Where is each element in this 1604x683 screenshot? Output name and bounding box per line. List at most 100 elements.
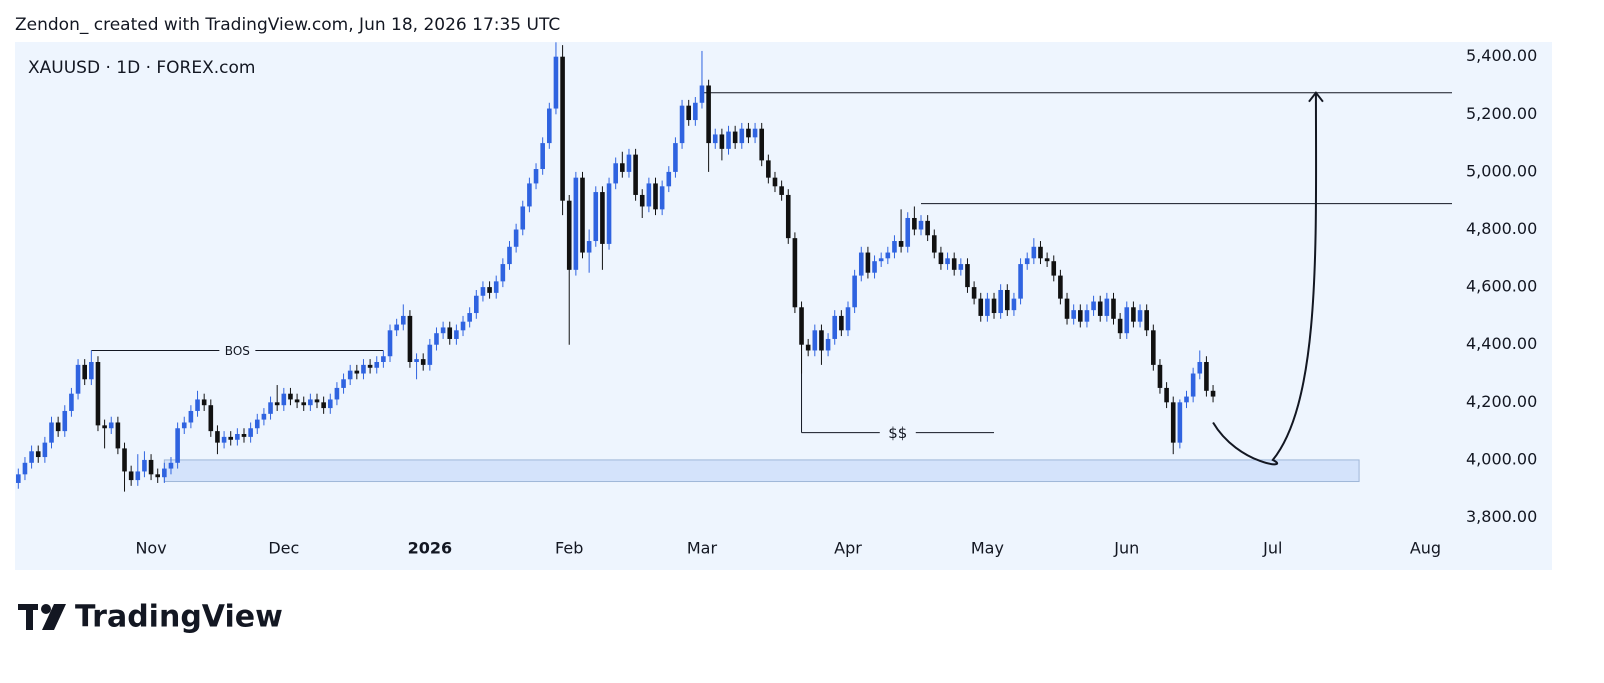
x-tick-label: Aug (1410, 539, 1441, 558)
candle-body (673, 143, 678, 172)
candle-body (474, 295, 479, 314)
candle-body (1170, 402, 1176, 443)
candle-body (679, 105, 685, 144)
candle-body (799, 307, 804, 345)
candle-body (686, 105, 691, 121)
candle-body (858, 252, 864, 276)
candle-body (168, 462, 174, 469)
candle-body (626, 154, 632, 172)
candle-body (341, 379, 346, 388)
candle-body (991, 298, 997, 314)
candle-body (792, 238, 798, 308)
candle-body (1084, 310, 1090, 322)
candle-body (1190, 373, 1196, 397)
candle-body (1078, 310, 1083, 322)
candle-body (706, 85, 711, 144)
candle-body (1018, 264, 1023, 299)
y-tick-label: 4,800.00 (1466, 219, 1537, 238)
x-tick-label: Jul (1262, 539, 1282, 558)
x-tick-label: Apr (834, 539, 862, 558)
logo-text: TradingView (75, 600, 283, 635)
candle-body (268, 402, 273, 414)
candle-body (912, 217, 917, 230)
candle-body (693, 102, 698, 121)
candle-body (69, 393, 74, 411)
candle-body (381, 356, 386, 362)
candle-body (221, 436, 227, 443)
candle-body (633, 154, 638, 195)
candle-body (89, 361, 94, 380)
candle-body (766, 160, 771, 178)
candle-body (62, 410, 68, 432)
candle-body (1111, 298, 1116, 319)
candle-body (215, 431, 220, 443)
candle-body (785, 194, 791, 239)
candle-body (400, 315, 406, 325)
x-tick-label: Jun (1113, 539, 1139, 558)
candle-body (1044, 258, 1050, 262)
candle-body (653, 183, 658, 210)
y-tick-label: 5,200.00 (1466, 104, 1537, 123)
candle-body (181, 422, 187, 429)
x-tick-label: Dec (268, 539, 299, 558)
candle-body (639, 194, 645, 207)
candle-body (142, 459, 147, 472)
y-tick-label: 4,000.00 (1466, 449, 1537, 468)
candle-body (135, 471, 141, 481)
candle-body (235, 434, 240, 440)
annotation-label: $$ (888, 424, 907, 442)
candle-body (1097, 301, 1103, 316)
candle-body (865, 252, 871, 273)
candle-body (1204, 361, 1209, 391)
candle-body (500, 264, 506, 282)
candle-body (1104, 298, 1110, 316)
candle-body (1164, 387, 1169, 403)
candle-body (527, 183, 532, 207)
candle-body (49, 422, 54, 443)
candle-body (301, 402, 307, 406)
candle-body (620, 163, 625, 172)
candle-body (1124, 307, 1130, 334)
candle-body (839, 315, 844, 331)
logo-mark (18, 604, 66, 630)
candle-body (1184, 396, 1189, 403)
symbol: XAUUSD · 1D · FOREX.com (28, 58, 255, 78)
candle-body (845, 307, 851, 331)
candle-body (248, 428, 253, 437)
candle-body (407, 315, 413, 362)
chart-bg (15, 42, 1552, 570)
candle-body (892, 241, 897, 253)
candle-body (547, 108, 552, 144)
candle-body (55, 422, 61, 432)
candle-body (613, 163, 618, 184)
candle-body (188, 410, 194, 423)
candle-body (752, 128, 758, 138)
candle-body (374, 361, 380, 368)
candle-body (520, 206, 526, 230)
candle-body (347, 370, 353, 380)
candle-body (898, 241, 904, 247)
candle-body (852, 275, 857, 308)
candle-body (201, 399, 207, 406)
candle-body (467, 313, 472, 322)
candle-body (427, 344, 433, 365)
candle-body (108, 422, 114, 429)
y-tick-label: 4,600.00 (1466, 277, 1537, 296)
candle-body (1157, 364, 1163, 388)
candle-body (958, 264, 964, 270)
candle-body (832, 315, 838, 339)
candle-body (553, 56, 559, 109)
candle-body (533, 169, 539, 184)
annotation-label: BOS (225, 344, 250, 358)
candle-body (367, 364, 373, 368)
candle-body (918, 220, 924, 230)
candle-body (321, 402, 326, 409)
candle-body (1071, 310, 1076, 319)
candle-body (460, 321, 466, 331)
candle-body (175, 428, 180, 463)
candle-body (938, 252, 944, 265)
candle-body (779, 186, 784, 195)
candle-body (128, 471, 134, 481)
candle-body (1137, 310, 1143, 322)
